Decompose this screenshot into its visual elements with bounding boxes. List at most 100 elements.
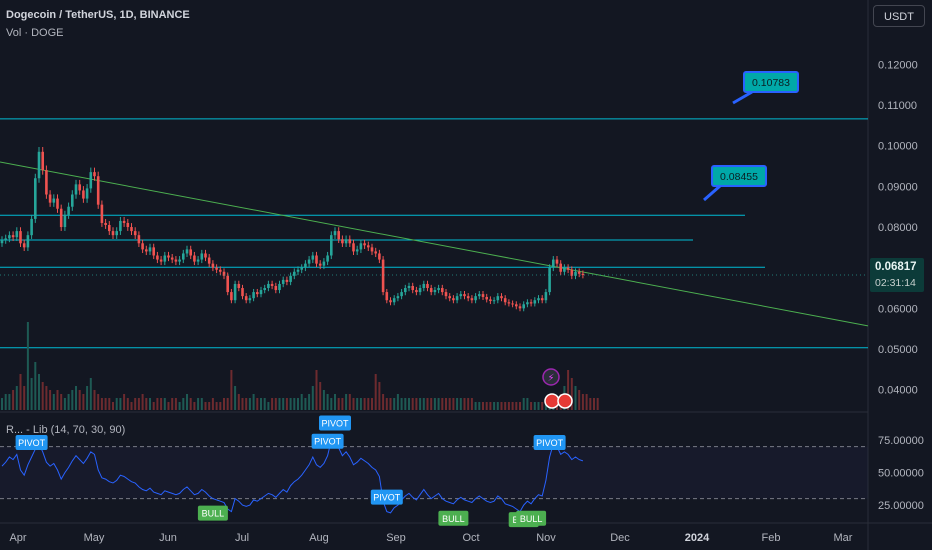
volume-bar (248, 398, 251, 410)
volume-bar (308, 394, 311, 410)
candle-body (156, 255, 159, 260)
volume-bar (389, 398, 392, 410)
time-tick-label: Oct (462, 532, 479, 544)
volume-bar (149, 398, 151, 410)
price-callout-label: 0.08455 (720, 171, 758, 183)
candle-body (533, 300, 537, 304)
volume-bar (493, 402, 496, 410)
time-tick-label: 2024 (685, 532, 710, 544)
candle-body (100, 204, 104, 223)
pivot-marker-label: PIVOT (18, 438, 46, 448)
volume-bar (352, 398, 355, 410)
volume-bar (337, 398, 340, 410)
volume-bar (326, 394, 329, 410)
volume-bar (8, 394, 11, 410)
candle-body (455, 296, 459, 301)
volume-bar (234, 386, 237, 410)
candle-body (185, 249, 189, 254)
candle-body (330, 235, 333, 256)
price-tick-label: 0.08000 (878, 222, 918, 234)
candle-body (252, 292, 255, 299)
volume-bar (537, 402, 540, 410)
bull-marker-label: BULL (520, 514, 543, 524)
volume-bar (285, 398, 288, 410)
volume-bar (56, 390, 59, 410)
volume-bar (12, 390, 15, 410)
volume-bar (322, 390, 325, 410)
currency-button[interactable]: USDT (873, 5, 925, 27)
volume-bar (385, 398, 388, 410)
candle-body (4, 238, 7, 241)
candle-body (78, 184, 81, 191)
candle-body (470, 298, 474, 301)
volume-bar (297, 398, 299, 410)
volume-bar (4, 394, 7, 410)
candle-body (193, 255, 196, 262)
volume-bar (52, 394, 55, 410)
candle-body (67, 206, 70, 215)
callout-arrow (732, 90, 753, 105)
rsi-tick-label: 25.00000 (878, 500, 924, 512)
candle-body (311, 255, 315, 260)
trendline (0, 161, 869, 327)
pivot-marker-label: PIVOT (536, 438, 564, 448)
volume-bar (30, 378, 33, 410)
candle-body (333, 231, 337, 236)
volume-bar (134, 398, 137, 410)
candle-body (34, 178, 37, 219)
volume-bar (496, 402, 499, 410)
volume-bar (245, 398, 248, 410)
volume-bar (467, 398, 470, 410)
bull-marker (438, 510, 469, 526)
volume-bar (419, 398, 422, 410)
candle-body (244, 296, 248, 301)
volume-bar (341, 398, 344, 410)
price-tick-label: 0.09000 (878, 181, 918, 193)
candle-body (200, 253, 204, 260)
volume-bar (567, 370, 570, 410)
candle-body (85, 188, 89, 199)
volume-bar (589, 398, 592, 410)
candle-body (126, 222, 130, 228)
candle-body (459, 294, 463, 297)
candle-body (122, 220, 126, 223)
candle-body (0, 240, 4, 244)
pivot-marker-label: PIVOT (373, 493, 401, 503)
volume-bar (585, 394, 588, 410)
volume-bar (574, 386, 577, 410)
candle-body (374, 251, 377, 254)
candle-body (296, 269, 300, 272)
candle-body (270, 283, 274, 286)
volume-bar (186, 394, 188, 410)
volume-bar (519, 402, 521, 410)
volume-bar (459, 398, 462, 410)
volume-bar (404, 398, 407, 410)
volume-bar (89, 378, 92, 410)
price-tick-label: 0.10000 (878, 141, 918, 153)
pivot-marker (15, 435, 48, 450)
volume-bar (34, 362, 37, 410)
candle-body (481, 294, 485, 297)
volume-bar (119, 398, 122, 410)
volume-bar (530, 402, 533, 410)
volume-bar (581, 394, 584, 410)
candle-body (56, 198, 59, 209)
candle-body (503, 298, 507, 303)
candle-body (196, 259, 200, 262)
candle-body (226, 275, 229, 293)
volume-bar (189, 398, 192, 410)
candle-body (152, 247, 155, 256)
volume-legend: Vol · DOGE (6, 27, 64, 39)
candle-body (237, 283, 241, 289)
candle-body (278, 283, 281, 291)
candle-body (478, 294, 481, 297)
volume-bar (452, 398, 455, 410)
bull-marker (516, 510, 547, 526)
symbol-title[interactable]: Dogecoin / TetherUS, 1D, BINANCE (6, 9, 190, 21)
volume-bar (260, 398, 262, 410)
candle-body (526, 302, 529, 305)
current-price: 0.06817 (875, 261, 917, 273)
volume-bar (293, 398, 296, 410)
volume-bar (130, 402, 133, 410)
